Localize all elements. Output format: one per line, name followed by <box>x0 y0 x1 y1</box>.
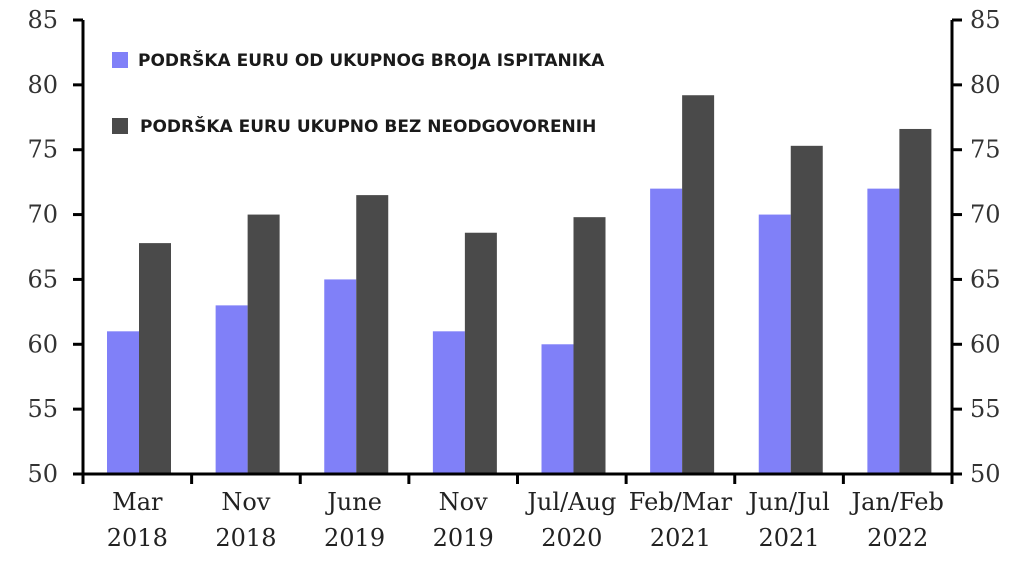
left-tick-label: 60 <box>27 330 58 358</box>
bar-series1-3 <box>432 331 465 474</box>
right-tick-label: 85 <box>970 6 1001 34</box>
x-tick-label-line1: Nov <box>439 488 488 516</box>
x-tick-label-line2: 2019 <box>433 524 494 552</box>
bar-series2-7 <box>899 128 932 474</box>
bar-series1-5 <box>650 188 683 474</box>
legend-label-1: PODRŠKA EURU OD UKUPNOG BROJA ISPITANIKA <box>138 49 605 71</box>
legend-swatch-1 <box>112 52 128 68</box>
legend-label-2: PODRŠKA EURU UKUPNO BEZ NEODGOVORENIH <box>140 115 596 137</box>
x-tick-label-line1: Feb/Mar <box>629 488 733 516</box>
left-tick-label: 75 <box>27 136 58 164</box>
left-tick-label: 80 <box>27 71 58 99</box>
left-tick-label: 85 <box>27 6 58 34</box>
right-tick-label: 65 <box>970 265 1001 293</box>
right-tick-label: 75 <box>970 136 1001 164</box>
bar-series2-5 <box>682 95 715 474</box>
left-tick-label: 70 <box>27 201 58 229</box>
bar-series1-2 <box>324 279 357 474</box>
bar-series1-1 <box>215 305 248 474</box>
right-tick-label: 80 <box>970 71 1001 99</box>
bar-series2-3 <box>464 232 497 474</box>
bar-series1-4 <box>541 344 574 474</box>
left-tick-label: 50 <box>27 460 58 488</box>
x-tick-label-line1: Jan/Feb <box>848 488 943 516</box>
left-y-axis: 50 55 60 65 70 75 80 85 <box>27 6 85 488</box>
x-tick-label-line1: Jun/Jul <box>745 488 829 516</box>
right-tick-label: 50 <box>970 460 1001 488</box>
bar-series2-4 <box>573 217 606 474</box>
bar-series1-6 <box>758 214 791 475</box>
x-tick-label-line1: Jul/Aug <box>524 488 616 516</box>
legend-swatch-2 <box>112 118 128 134</box>
x-tick-label-line2: 2019 <box>324 524 385 552</box>
bars <box>107 95 932 475</box>
x-tick-label-line2: 2020 <box>541 524 602 552</box>
left-tick-label: 65 <box>27 265 58 293</box>
x-tick-label-line1: June <box>324 488 382 516</box>
x-tick-label-line2: 2022 <box>867 524 928 552</box>
bar-series2-1 <box>247 214 280 475</box>
x-tick-label-line2: 2018 <box>215 524 276 552</box>
x-tick-label-line2: 2021 <box>650 524 711 552</box>
x-axis: Mar 2018 Nov 2018 June 2019 Nov 2019 Jul/Aug 2020… <box>75 472 960 552</box>
x-tick-label-line2: 2021 <box>759 524 820 552</box>
x-tick-label-line1: Nov <box>221 488 270 516</box>
right-y-axis: 50 55 60 65 70 75 80 85 <box>950 6 1001 488</box>
left-tick-label: 55 <box>27 395 58 423</box>
x-tick-label-line1: Mar <box>112 488 163 516</box>
bar-series1-7 <box>867 188 900 474</box>
bar-series2-6 <box>790 145 823 474</box>
bar-series2-2 <box>356 195 389 474</box>
right-tick-label: 55 <box>970 395 1001 423</box>
right-tick-label: 70 <box>970 201 1001 229</box>
x-tick-label-line2: 2018 <box>107 524 168 552</box>
legend: PODRŠKA EURU OD UKUPNOG BROJA ISPITANIKA… <box>112 49 605 137</box>
bar-series1-0 <box>107 331 139 474</box>
right-tick-label: 60 <box>970 330 1001 358</box>
bar-series2-0 <box>139 243 171 474</box>
